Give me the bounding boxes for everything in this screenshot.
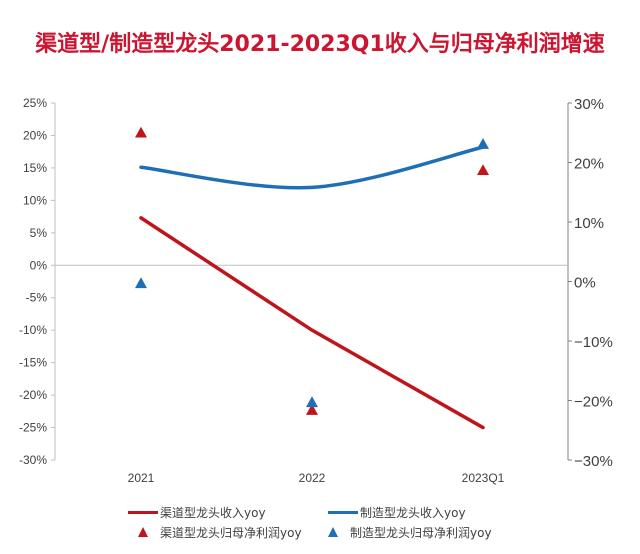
legend-item-channel-revenue: 渠道型龙头收入yoy (128, 504, 328, 521)
legend-label: 制造型龙头归母净利润yoy (350, 525, 492, 540)
legend-label: 渠道型龙头归母净利润yoy (160, 525, 302, 540)
right-tick-label: 20% (574, 156, 604, 173)
right-tick-label: −30% (574, 453, 613, 470)
triangle-point (477, 164, 489, 176)
legend-line-red (128, 510, 158, 514)
category-label: 2023Q1 (462, 471, 505, 485)
category-label: 2022 (299, 471, 326, 485)
right-tick-label: 0% (574, 275, 596, 292)
legend-item-manufacturing-profit: 制造型龙头归母净利润yoy (328, 524, 492, 541)
chart-plot: 25% 20% 15% 10% 5% 0% -5% -10% -15% -20% -25% -30% 3… (19, 96, 613, 485)
series-line (139, 216, 485, 430)
left-tick-label: 25% (23, 96, 47, 110)
legend-line-blue (328, 510, 358, 514)
left-tick-label: 0% (30, 258, 48, 272)
left-tick-label: -15% (19, 356, 47, 370)
triangle-point (477, 138, 489, 149)
right-tick-label: 10% (574, 215, 604, 232)
legend-item-manufacturing-revenue: 制造型龙头收入yoy (328, 504, 466, 521)
left-tick-label: 5% (30, 226, 48, 240)
triangle-point (306, 404, 318, 415)
marks (135, 126, 489, 430)
triangle-point (135, 277, 147, 289)
right-tick-label: −10% (574, 334, 613, 351)
left-tick-label: -5% (26, 291, 48, 305)
legend-label: 制造型龙头收入yoy (360, 505, 466, 520)
chart-title: 渠道型/制造型龙头2021-2023Q1收入与归母净利润增速 (35, 32, 605, 57)
legend-label: 渠道型龙头收入yoy (160, 505, 266, 520)
right-tick-label: −20% (574, 394, 613, 411)
category-label: 2021 (128, 471, 155, 485)
left-tick-label: -20% (19, 388, 47, 402)
triangle-point (135, 126, 147, 138)
legend: 渠道型龙头收入yoy 制造型龙头收入yoy 渠道型龙头归母净利润yoy 制造型龙… (128, 502, 528, 542)
legend-item-channel-profit: 渠道型龙头归母净利润yoy (128, 524, 328, 541)
left-tick-label: -30% (19, 453, 47, 467)
triangle-point (306, 396, 318, 408)
left-tick-label: 15% (23, 161, 47, 175)
triangle-icon (328, 527, 338, 537)
axes: 25% 20% 15% 10% 5% 0% -5% -10% -15% -20% -25% -30% 3… (19, 96, 613, 485)
left-tick-label: -25% (19, 421, 47, 435)
left-tick-label: -10% (19, 323, 47, 337)
left-tick-label: 10% (23, 193, 47, 207)
triangle-icon (138, 527, 148, 537)
left-tick-label: 20% (23, 128, 47, 142)
right-tick-label: 30% (574, 96, 604, 113)
series-line (139, 145, 485, 190)
